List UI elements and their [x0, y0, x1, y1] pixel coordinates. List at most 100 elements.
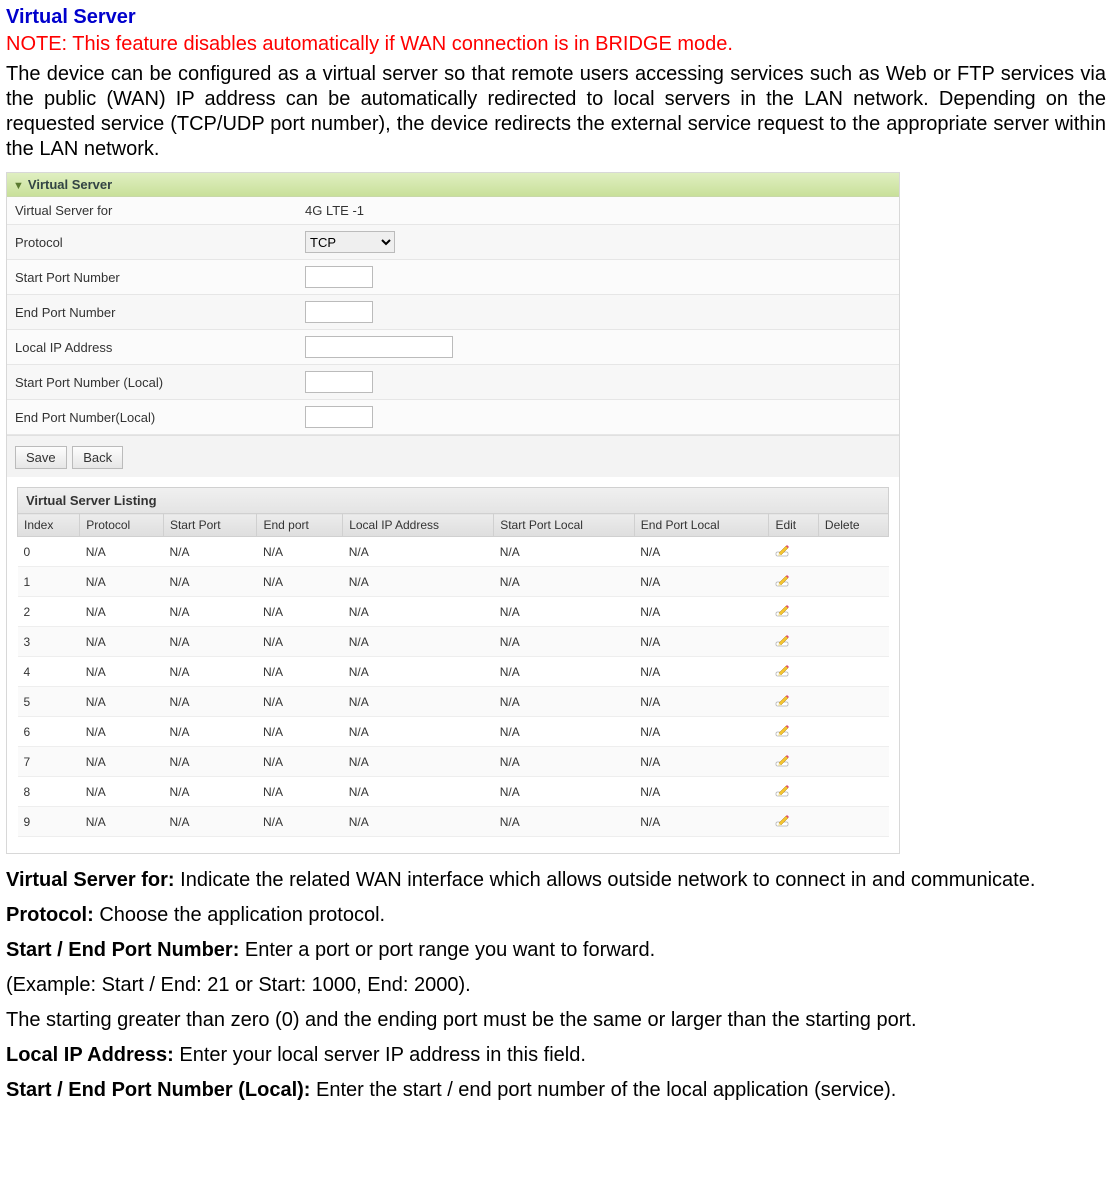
note-text: NOTE: This feature disables automaticall…: [6, 33, 1106, 56]
description-text: Indicate the related WAN interface which…: [175, 869, 1036, 891]
edit-icon[interactable]: [775, 787, 791, 801]
description-label: Local IP Address:: [6, 1044, 174, 1066]
table-row: 5N/AN/AN/AN/AN/AN/A: [18, 687, 889, 717]
description-line: Start / End Port Number (Local): Enter t…: [6, 1078, 1106, 1103]
edit-icon[interactable]: [775, 667, 791, 681]
table-cell: N/A: [634, 567, 769, 597]
delete-cell: [818, 807, 888, 837]
edit-icon[interactable]: [775, 607, 791, 621]
table-cell: N/A: [80, 687, 164, 717]
table-cell: N/A: [257, 687, 343, 717]
table-cell: N/A: [163, 597, 257, 627]
table-cell: N/A: [163, 777, 257, 807]
description-label: Protocol:: [6, 904, 94, 926]
table-cell: N/A: [634, 657, 769, 687]
text-input[interactable]: [305, 406, 373, 428]
table-cell: N/A: [494, 717, 635, 747]
text-input[interactable]: [305, 336, 453, 358]
form-row: Start Port Number (Local): [7, 365, 899, 400]
table-cell: 8: [18, 777, 80, 807]
table-row: 3N/AN/AN/AN/AN/AN/A: [18, 627, 889, 657]
table-cell: N/A: [634, 597, 769, 627]
table-cell: N/A: [634, 627, 769, 657]
text-input[interactable]: [305, 301, 373, 323]
delete-cell: [818, 687, 888, 717]
form-control: [305, 301, 373, 323]
column-header: Local IP Address: [343, 514, 494, 537]
form-label: Start Port Number (Local): [15, 375, 305, 390]
table-cell: N/A: [634, 747, 769, 777]
form-label: Protocol: [15, 235, 305, 250]
table-cell: 1: [18, 567, 80, 597]
table-cell: N/A: [257, 537, 343, 567]
table-cell: N/A: [634, 777, 769, 807]
form-control: TCP: [305, 231, 395, 253]
panel-title: Virtual Server: [28, 177, 112, 192]
table-cell: N/A: [343, 687, 494, 717]
form-row: ProtocolTCP: [7, 225, 899, 260]
edit-cell: [769, 537, 818, 567]
table-cell: N/A: [163, 717, 257, 747]
description-label: Start / End Port Number:: [6, 939, 239, 961]
column-header: Protocol: [80, 514, 164, 537]
table-cell: N/A: [80, 537, 164, 567]
table-cell: N/A: [343, 657, 494, 687]
table-cell: N/A: [163, 567, 257, 597]
table-cell: N/A: [80, 807, 164, 837]
table-cell: 6: [18, 717, 80, 747]
delete-cell: [818, 627, 888, 657]
form-label: Local IP Address: [15, 340, 305, 355]
save-button[interactable]: Save: [15, 446, 67, 469]
edit-icon[interactable]: [775, 727, 791, 741]
edit-cell: [769, 657, 818, 687]
panel-header: ▼Virtual Server: [7, 173, 899, 197]
form-area: Virtual Server for4G LTE -1ProtocolTCPSt…: [7, 197, 899, 435]
edit-cell: [769, 627, 818, 657]
table-cell: N/A: [343, 777, 494, 807]
edit-icon[interactable]: [775, 697, 791, 711]
section-title: Virtual Server: [6, 6, 1106, 29]
description-text: (Example: Start / End: 21 or Start: 1000…: [6, 974, 471, 996]
table-cell: N/A: [494, 627, 635, 657]
edit-icon[interactable]: [775, 817, 791, 831]
text-input[interactable]: [305, 371, 373, 393]
delete-cell: [818, 747, 888, 777]
table-cell: N/A: [163, 657, 257, 687]
table-cell: N/A: [80, 597, 164, 627]
edit-icon[interactable]: [775, 547, 791, 561]
form-control: 4G LTE -1: [305, 203, 364, 218]
table-row: 2N/AN/AN/AN/AN/AN/A: [18, 597, 889, 627]
table-cell: N/A: [343, 747, 494, 777]
form-row: End Port Number(Local): [7, 400, 899, 435]
delete-cell: [818, 777, 888, 807]
back-button[interactable]: Back: [72, 446, 123, 469]
table-cell: N/A: [343, 537, 494, 567]
description-line: Local IP Address: Enter your local serve…: [6, 1043, 1106, 1068]
listing-caption: Virtual Server Listing: [17, 487, 889, 513]
edit-cell: [769, 747, 818, 777]
edit-icon[interactable]: [775, 637, 791, 651]
description-text: Enter your local server IP address in th…: [174, 1044, 586, 1066]
description-text: The starting greater than zero (0) and t…: [6, 1009, 917, 1031]
edit-icon[interactable]: [775, 577, 791, 591]
edit-cell: [769, 687, 818, 717]
text-input[interactable]: [305, 266, 373, 288]
column-header: Start Port: [163, 514, 257, 537]
table-cell: N/A: [494, 747, 635, 777]
table-cell: N/A: [257, 627, 343, 657]
table-cell: N/A: [80, 747, 164, 777]
column-header: Edit: [769, 514, 818, 537]
edit-icon[interactable]: [775, 757, 791, 771]
protocol-select[interactable]: TCP: [305, 231, 395, 253]
form-label: End Port Number: [15, 305, 305, 320]
table-cell: N/A: [257, 597, 343, 627]
column-header: Delete: [818, 514, 888, 537]
table-cell: N/A: [494, 807, 635, 837]
table-cell: N/A: [494, 567, 635, 597]
table-cell: N/A: [634, 807, 769, 837]
table-cell: N/A: [80, 567, 164, 597]
column-header: Index: [18, 514, 80, 537]
table-cell: N/A: [494, 597, 635, 627]
table-cell: N/A: [343, 567, 494, 597]
table-cell: N/A: [494, 657, 635, 687]
